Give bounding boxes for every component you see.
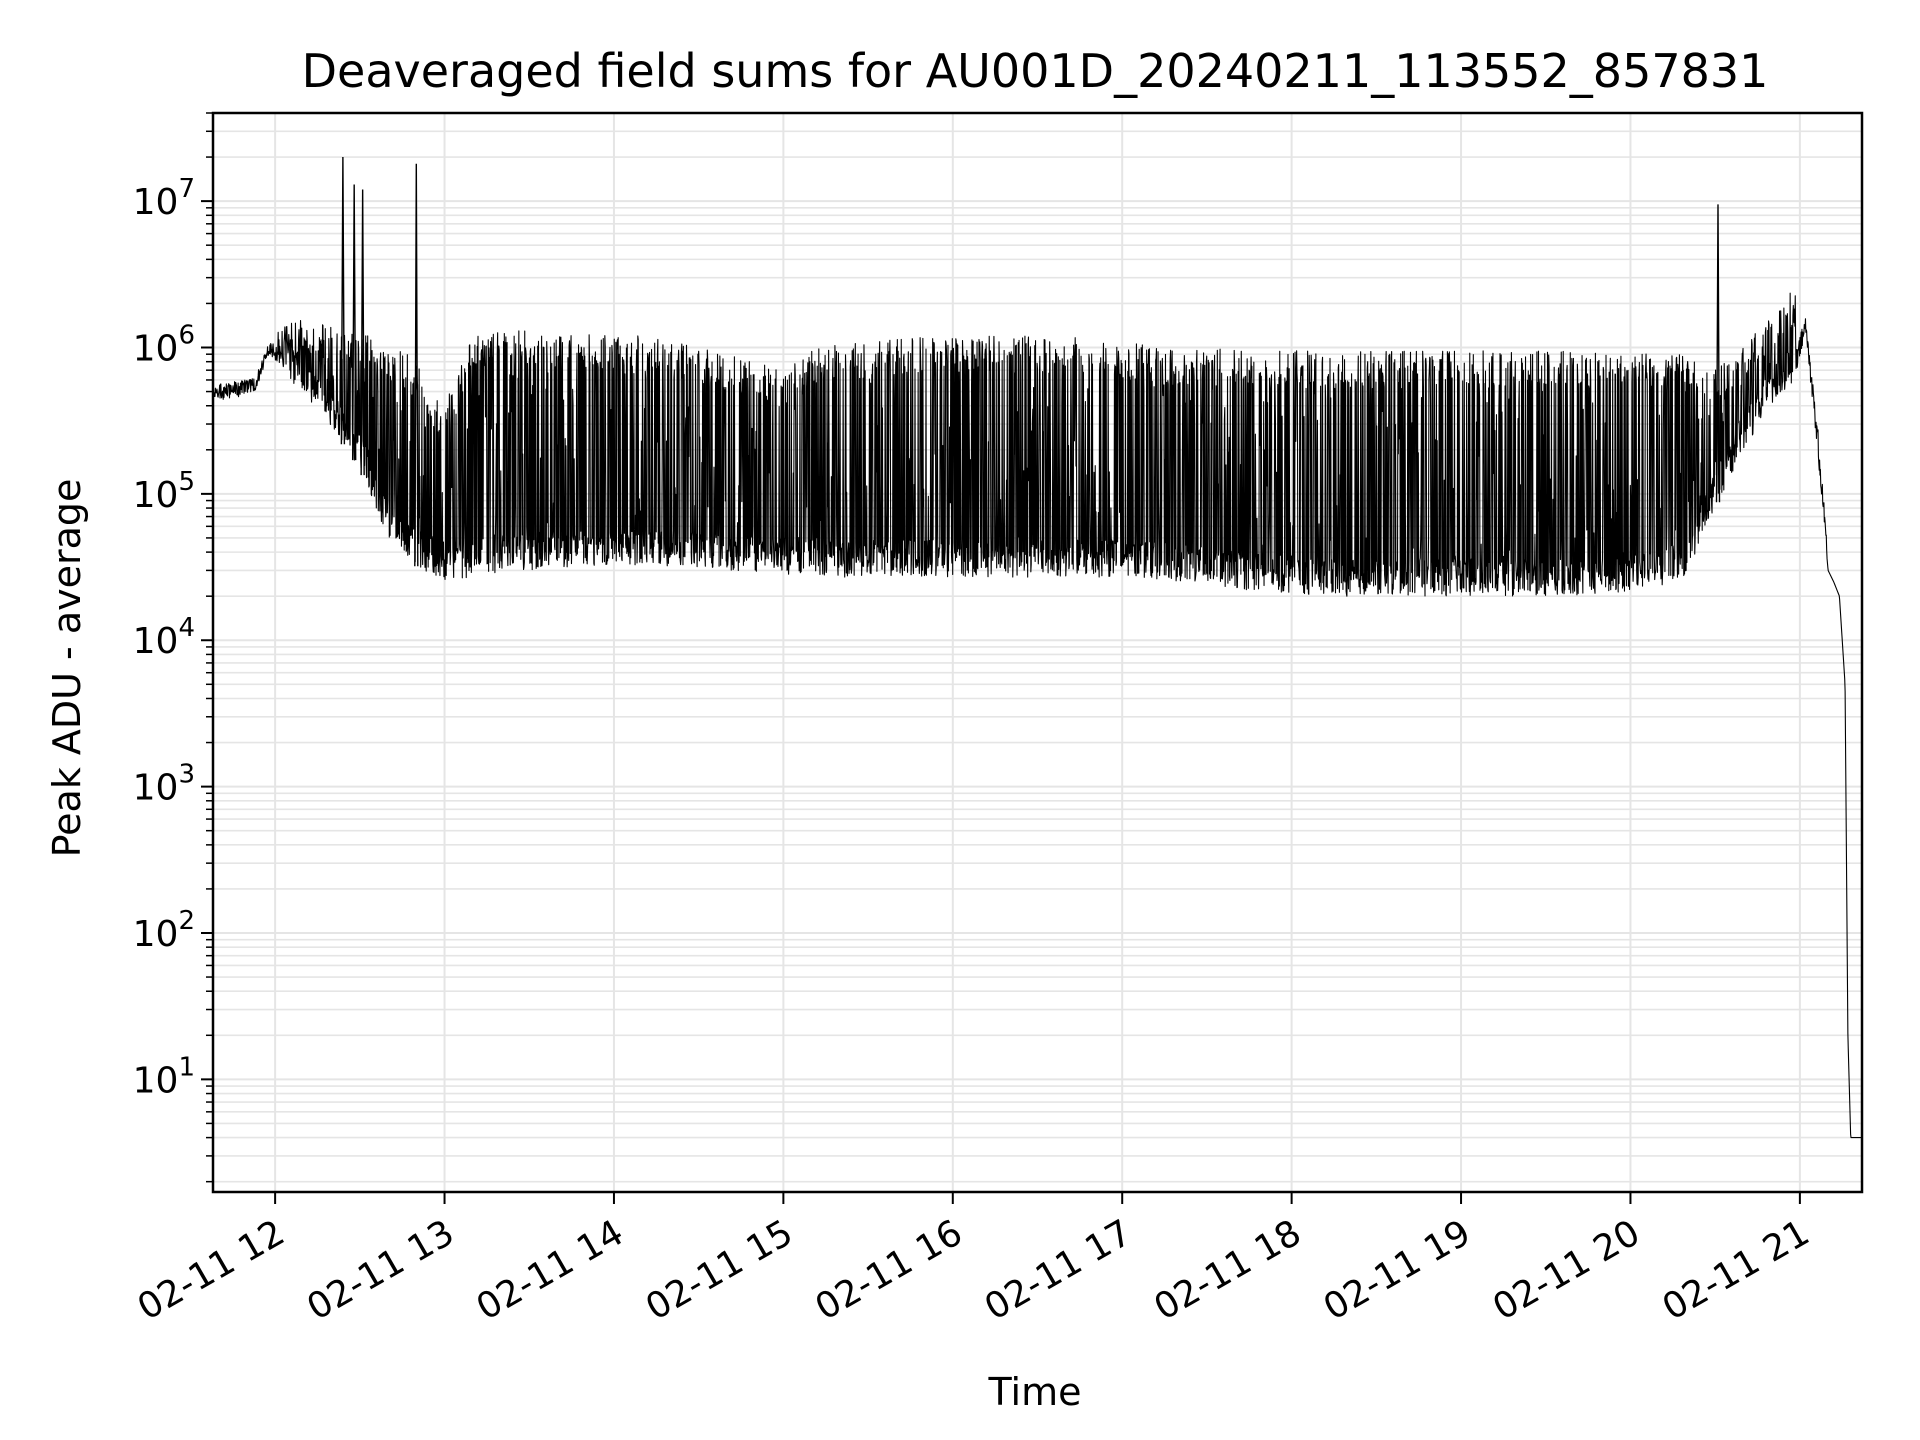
y-tick-label: 103 <box>133 760 195 809</box>
y-tick-base: 10 <box>133 328 179 369</box>
grid <box>213 112 1862 1192</box>
y-tick-base: 10 <box>133 621 179 662</box>
y-tick-base: 10 <box>133 1060 179 1101</box>
y-tick-exponent: 4 <box>178 613 195 643</box>
chart-title: Deaveraged field sums for AU001D_2024021… <box>302 44 1769 98</box>
y-tick-exponent: 5 <box>178 467 195 497</box>
y-tick-label: 104 <box>133 613 195 662</box>
y-axis-label: Peak ADU - average <box>45 479 89 858</box>
spike <box>351 184 357 461</box>
series-group <box>212 157 1863 1139</box>
series-line <box>212 292 1863 1139</box>
y-tick-base: 10 <box>133 475 179 516</box>
y-tick-exponent: 2 <box>178 906 195 936</box>
x-axis-label: Time <box>988 1370 1082 1414</box>
y-tick-base: 10 <box>133 914 179 955</box>
y-tick-label: 106 <box>133 320 195 369</box>
y-tick-exponent: 1 <box>178 1052 195 1082</box>
spike <box>340 157 346 445</box>
y-tick-label: 105 <box>133 467 195 516</box>
plot-frame <box>211 111 1864 1194</box>
tick-marks <box>201 112 1801 1204</box>
spike <box>1715 204 1721 503</box>
y-tick-base: 10 <box>133 768 179 809</box>
y-tick-exponent: 6 <box>178 320 195 350</box>
spike <box>414 163 419 567</box>
y-tick-label: 101 <box>133 1052 195 1101</box>
y-tick-exponent: 3 <box>178 760 195 790</box>
y-tick-base: 10 <box>133 182 179 223</box>
y-tick-exponent: 7 <box>178 174 195 204</box>
y-tick-label: 102 <box>133 906 195 955</box>
y-tick-label: 107 <box>133 174 195 223</box>
spike <box>360 189 365 476</box>
